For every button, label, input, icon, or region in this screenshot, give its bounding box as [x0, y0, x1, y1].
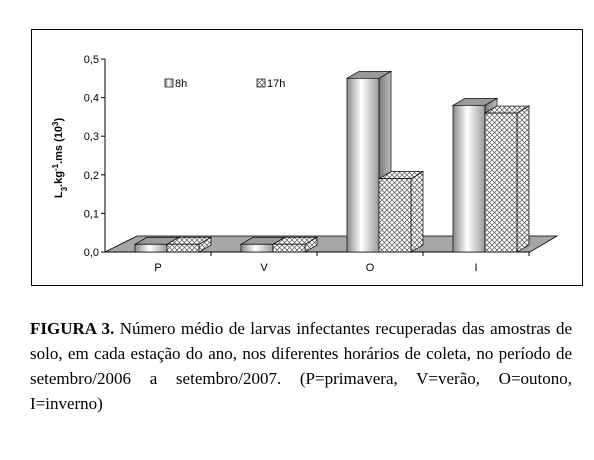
- y-tick-label: 0,3: [84, 131, 99, 143]
- legend-swatch-8h: [164, 78, 174, 88]
- bars: [133, 70, 531, 253]
- x-tick-label: I: [474, 262, 477, 274]
- x-tick-label: P: [154, 262, 161, 274]
- legend-label-8h: 8h: [175, 78, 187, 90]
- chart-frame: 0,0 0,1 0,2 0,3 0,4 0,5 P V O I 8h 17h L3.kg-1.ms…: [31, 29, 583, 286]
- x-tick-label: O: [366, 262, 375, 274]
- y-tick-label: 0,1: [84, 208, 99, 220]
- bar-8h-O: [345, 70, 393, 253]
- x-tick-label: V: [260, 262, 268, 274]
- bar-17h-V: [271, 236, 319, 253]
- legend-swatch-17h: [256, 78, 266, 88]
- figure-caption: FIGURA 3. Número médio de larvas infecta…: [30, 316, 572, 416]
- bar-chart: 0,0 0,1 0,2 0,3 0,4 0,5 P V O I 8h 17h L3.kg-1.ms…: [51, 54, 559, 274]
- y-tick-label: 0,2: [84, 170, 99, 182]
- y-tick-label: 0,4: [84, 93, 99, 105]
- legend: 8h 17h: [164, 78, 285, 90]
- y-tick-label: 0,5: [84, 54, 99, 66]
- bar-17h-I: [483, 105, 531, 253]
- bar-17h-P: [165, 236, 213, 253]
- bar-17h-O: [377, 171, 425, 253]
- figure-label: FIGURA 3.: [30, 319, 115, 338]
- caption-text: Número médio de larvas infectantes recup…: [30, 319, 572, 413]
- y-tick-label: 0,0: [84, 247, 99, 259]
- y-axis-label: L3.kg-1.ms (103): [51, 118, 69, 199]
- legend-label-17h: 17h: [267, 78, 285, 90]
